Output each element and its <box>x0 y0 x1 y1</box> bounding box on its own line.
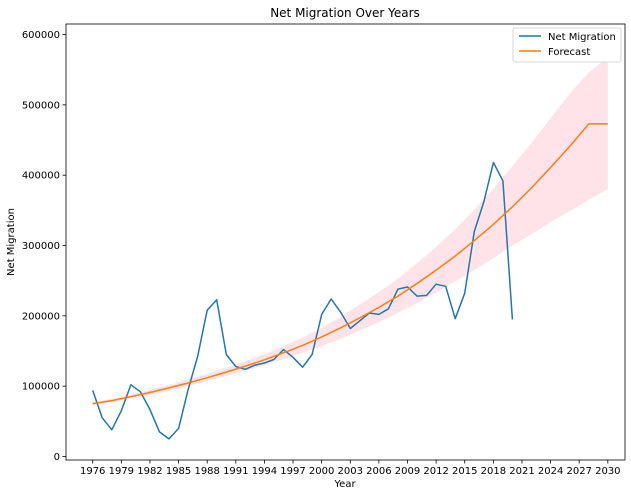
series-line-layer <box>91 123 608 440</box>
y-axis-label: Net Migration <box>6 208 17 276</box>
x-tick-label: 1991 <box>223 466 248 477</box>
x-tick-label: 2000 <box>309 466 334 477</box>
plot-frame <box>65 23 626 461</box>
y-axis: 0 100000 200000 300000 400000 500000 600000 <box>22 30 66 463</box>
x-tick-label: 1976 <box>80 466 105 477</box>
legend: Net Migration Forecast <box>512 27 622 63</box>
x-axis-label: Year <box>333 479 356 490</box>
x-tick-label: 2012 <box>423 466 448 477</box>
y-tick-label: 0 <box>54 452 60 463</box>
forecast-confidence-band <box>92 57 608 406</box>
x-tick-label: 2030 <box>595 466 620 477</box>
x-tick-label: 2009 <box>395 466 420 477</box>
legend-label-forecast: Forecast <box>548 47 590 58</box>
x-tick-label: 1988 <box>194 466 219 477</box>
x-tick-label: 1985 <box>166 466 191 477</box>
x-tick-label: 2018 <box>481 466 506 477</box>
x-tick-label: 1979 <box>109 466 134 477</box>
x-tick-label: 2006 <box>366 466 391 477</box>
y-tick-label: 100000 <box>22 382 60 393</box>
confidence-band-layer <box>92 57 608 406</box>
series-line-forecast <box>92 123 608 405</box>
x-tick-label: 1997 <box>280 466 305 477</box>
y-tick-label: 500000 <box>22 100 60 111</box>
x-axis: 1976 1979 1982 1985 1988 1991 1994 1997 2000 2003… <box>80 460 621 477</box>
y-tick-label: 600000 <box>22 30 60 41</box>
x-tick-label: 2015 <box>452 466 477 477</box>
x-tick-label: 2003 <box>338 466 363 477</box>
x-tick-label: 2027 <box>566 466 591 477</box>
legend-label-net-migration: Net Migration <box>548 32 616 43</box>
x-tick-label: 1994 <box>252 466 277 477</box>
x-tick-label: 1982 <box>137 466 162 477</box>
y-tick-label: 300000 <box>22 241 60 252</box>
x-tick-label: 2021 <box>509 466 534 477</box>
y-tick-label: 200000 <box>22 311 60 322</box>
series-line-net-migration <box>91 161 514 440</box>
chart-title: Net Migration Over Years <box>270 6 420 20</box>
x-tick-label: 2024 <box>538 466 563 477</box>
y-tick-label: 400000 <box>22 171 60 182</box>
